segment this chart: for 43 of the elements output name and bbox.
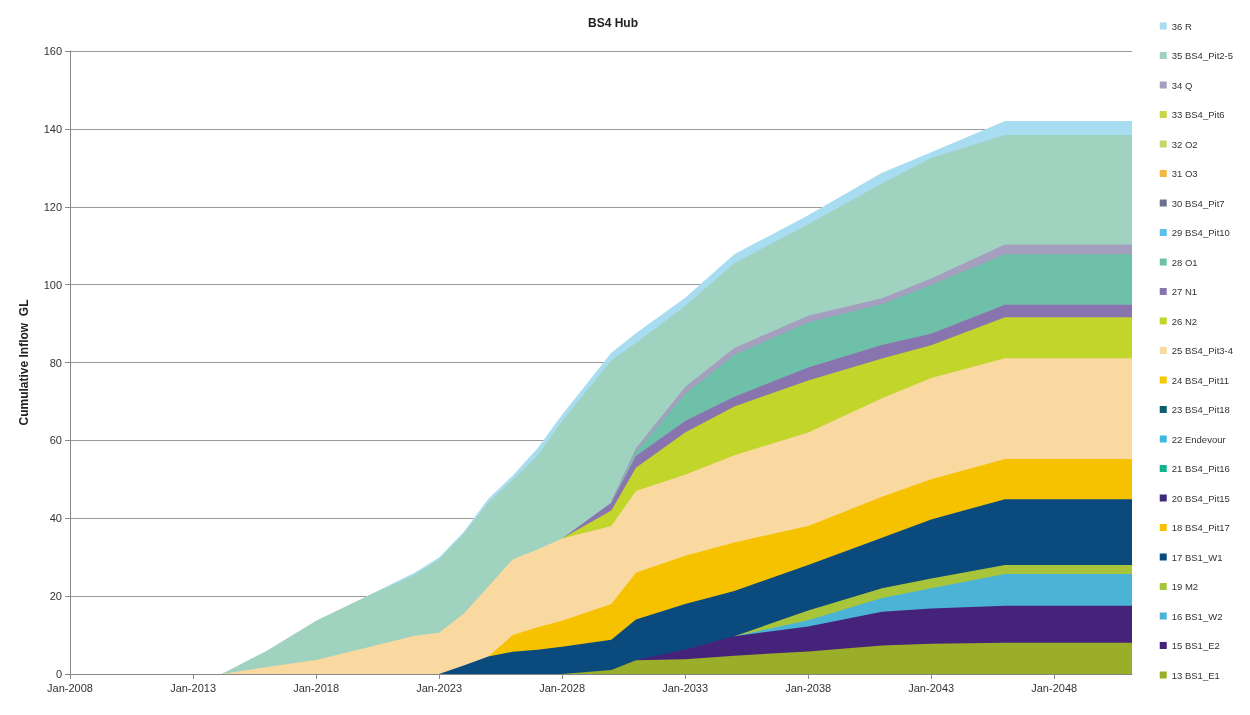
legend-label: 31 O3 bbox=[1171, 168, 1198, 179]
y-tick-label: 100 bbox=[43, 278, 62, 291]
legend-label: 18 BS4_Pit17 bbox=[1171, 522, 1230, 533]
legend-label: 27 N1 bbox=[1171, 286, 1198, 297]
y-tick-label: 20 bbox=[49, 590, 62, 603]
x-tick-label: Jan-2023 bbox=[416, 681, 463, 694]
x-tick-label: Jan-2028 bbox=[539, 681, 586, 694]
y-axis-title: Cumulative Inflow GL bbox=[17, 299, 31, 426]
legend-label: 28 O1 bbox=[1171, 256, 1198, 268]
chart-title: BS4 Hub bbox=[587, 16, 639, 30]
x-tick-label: Jan-2038 bbox=[785, 681, 832, 694]
legend-label: 26 N2 bbox=[1171, 315, 1198, 327]
legend-label: 17 BS1_W1 bbox=[1171, 551, 1223, 563]
legend-label: 30 BS4_Pit7 bbox=[1171, 197, 1225, 209]
y-tick-label: 0 bbox=[55, 668, 62, 680]
y-tick-label: 160 bbox=[43, 45, 62, 57]
x-tick-label: Jan-2018 bbox=[293, 681, 340, 694]
legend-label: 16 BS1_W2 bbox=[1171, 610, 1223, 622]
legend-label: 24 BS4_Pit11 bbox=[1171, 374, 1230, 386]
legend-label: 34 Q bbox=[1171, 79, 1193, 91]
legend-label: 36 R bbox=[1171, 20, 1192, 32]
legend-label: 33 BS4_Pit6 bbox=[1171, 109, 1225, 120]
y-tick-label: 80 bbox=[49, 356, 62, 369]
legend-label: 20 BS4_Pit15 bbox=[1171, 492, 1230, 504]
y-tick-label: 140 bbox=[43, 122, 62, 135]
legend-label: 32 O2 bbox=[1171, 138, 1198, 150]
x-tick-label: Jan-2013 bbox=[170, 681, 217, 694]
legend-label: 25 BS4_Pit3-4 bbox=[1171, 345, 1233, 356]
legend-label: 29 BS4_Pit10 bbox=[1171, 227, 1230, 238]
y-tick-label: 40 bbox=[49, 512, 62, 525]
legend-label: 19 M2 bbox=[1171, 581, 1199, 592]
y-tick-label: 120 bbox=[43, 200, 62, 213]
legend-label: 23 BS4_Pit18 bbox=[1171, 404, 1230, 415]
legend-label: 21 BS4_Pit16 bbox=[1171, 463, 1230, 474]
x-tick-label: Jan-2048 bbox=[1031, 681, 1078, 694]
y-tick-label: 60 bbox=[49, 434, 62, 447]
x-tick-label: Jan-2033 bbox=[662, 681, 709, 694]
legend-label: 13 BS1_E1 bbox=[1171, 669, 1220, 681]
legend-label: 35 BS4_Pit2-5 bbox=[1171, 50, 1233, 61]
legend-label: 15 BS1_E2 bbox=[1171, 640, 1220, 651]
legend-label: 22 Endevour bbox=[1171, 433, 1226, 445]
x-tick-label: Jan-2008 bbox=[47, 681, 93, 694]
x-tick-label: Jan-2043 bbox=[908, 681, 955, 694]
